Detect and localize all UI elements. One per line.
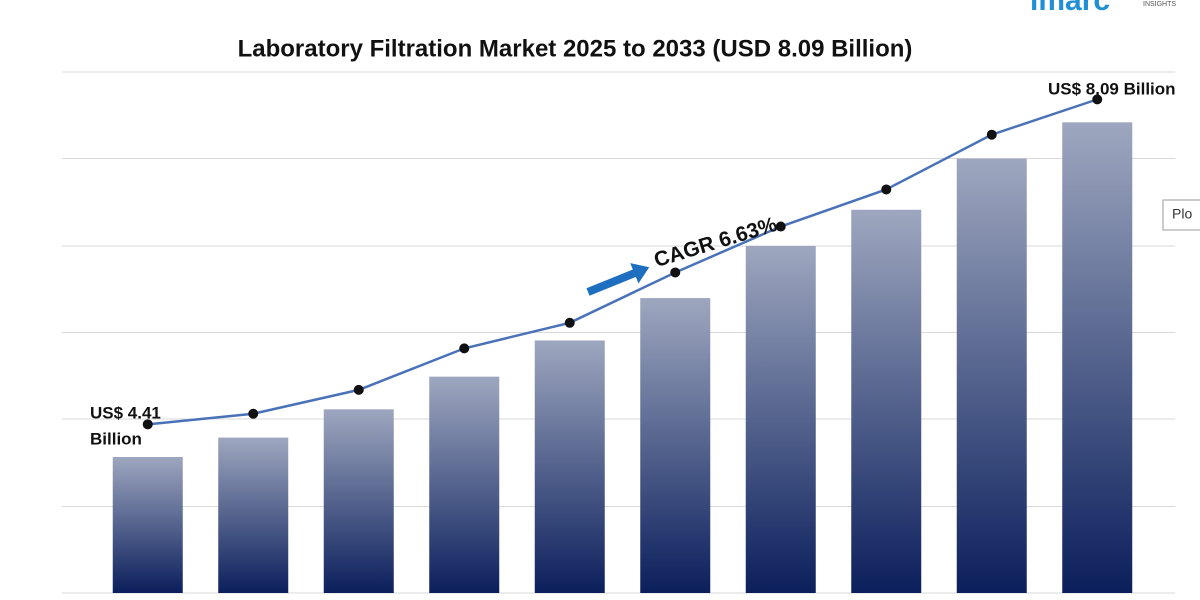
logo: imarc	[1030, 0, 1110, 17]
line-marker	[564, 317, 575, 328]
bar	[640, 298, 711, 593]
line-marker	[353, 384, 364, 395]
logo-sub: INSIGHTS	[1143, 1, 1176, 8]
line-marker	[459, 343, 470, 354]
cagr-arrow	[586, 263, 650, 296]
tooltip-box	[1162, 199, 1200, 231]
line-marker	[670, 267, 681, 278]
line	[147, 98, 1098, 426]
bar	[956, 158, 1027, 593]
line-marker	[1092, 94, 1103, 105]
bar	[323, 409, 394, 593]
bar	[534, 340, 605, 593]
bar	[745, 245, 816, 594]
line-marker	[986, 129, 997, 140]
bar	[112, 457, 183, 593]
tooltip: Plo	[1172, 206, 1192, 222]
annotation: US$ 8.09 Billion	[1048, 79, 1176, 98]
annotation: Billion	[90, 429, 142, 448]
bar	[1062, 122, 1133, 594]
annotation: US$ 4.41	[90, 403, 161, 422]
line-marker	[248, 408, 259, 419]
line-marker	[142, 419, 153, 430]
chart-title: Laboratory Filtration Market 2025 to 203…	[238, 35, 913, 62]
bar	[429, 376, 500, 593]
bar	[851, 209, 922, 594]
bar	[218, 437, 289, 593]
line-marker	[881, 184, 892, 195]
line-marker	[775, 221, 786, 232]
